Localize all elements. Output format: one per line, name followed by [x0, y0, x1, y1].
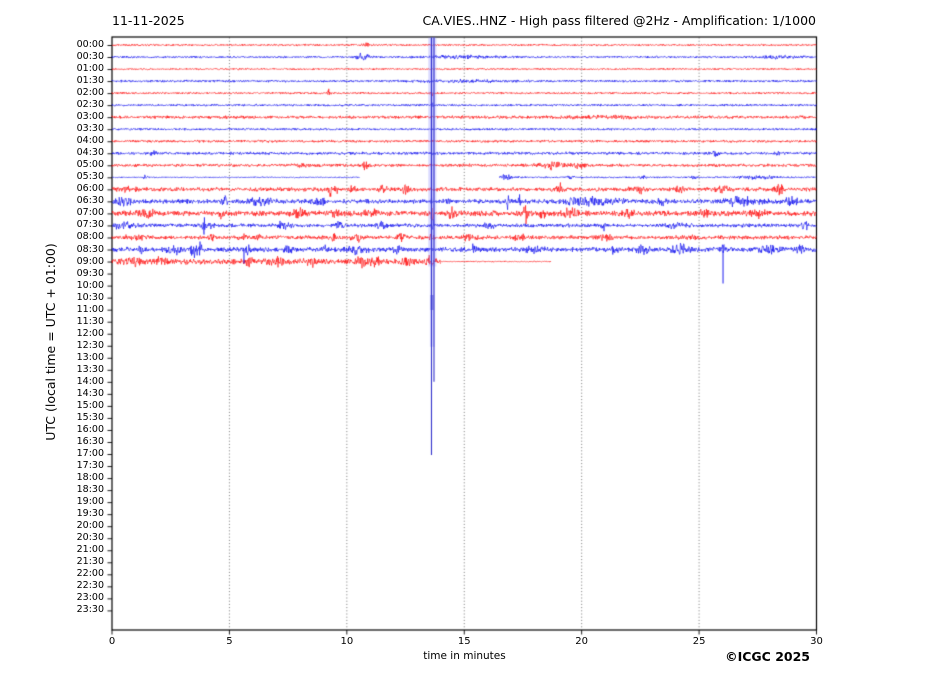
y-tick-label: 21:30 — [76, 556, 104, 568]
y-tick-label: 04:00 — [76, 135, 104, 147]
y-tick-label: 01:00 — [76, 63, 104, 75]
y-tick-label: 17:30 — [76, 460, 104, 472]
y-tick-label: 18:00 — [76, 472, 104, 484]
y-tick-label: 14:30 — [76, 387, 104, 399]
y-tick-label: 15:00 — [76, 399, 104, 411]
y-tick-label: 00:00 — [76, 39, 104, 50]
y-tick-label: 06:00 — [76, 183, 104, 195]
y-tick-label: 03:30 — [76, 123, 104, 135]
x-tick-label: 15 — [457, 636, 471, 647]
y-tick-label: 12:00 — [76, 327, 104, 339]
y-tick-label: 05:30 — [76, 171, 104, 183]
y-tick-label: 04:30 — [76, 147, 104, 159]
copyright-label: ©ICGC 2025 — [725, 649, 810, 664]
y-tick-label: 15:30 — [76, 411, 104, 423]
y-tick-label: 11:00 — [76, 303, 104, 315]
x-tick-label: 10 — [340, 636, 354, 647]
y-tick-label: 23:00 — [76, 592, 104, 604]
y-tick-label: 17:00 — [76, 448, 104, 460]
y-tick-label: 14:00 — [76, 375, 104, 387]
x-tick-label: 25 — [692, 636, 706, 647]
y-tick-label: 01:30 — [76, 75, 104, 87]
x-tick-label: 20 — [575, 636, 589, 647]
x-tick-label: 5 — [226, 636, 233, 647]
y-tick-label: 07:30 — [76, 219, 104, 231]
y-tick-label: 20:30 — [76, 532, 104, 544]
y-tick-label: 09:00 — [76, 255, 104, 267]
y-tick-label: 21:00 — [76, 544, 104, 556]
y-tick-label: 12:30 — [76, 339, 104, 351]
y-tick-label: 08:00 — [76, 231, 104, 243]
x-axis-label: time in minutes — [423, 650, 506, 662]
date-label: 11-11-2025 — [112, 13, 185, 28]
y-tick-label: 22:30 — [76, 580, 104, 592]
y-tick-label: 00:30 — [76, 51, 104, 63]
y-tick-label: 13:30 — [76, 363, 104, 375]
y-tick-label: 02:00 — [76, 87, 104, 99]
y-tick-label: 19:30 — [76, 508, 104, 520]
chart-title: CA.VIES..HNZ - High pass filtered @2Hz -… — [422, 13, 816, 28]
y-tick-label: 22:00 — [76, 568, 104, 580]
y-tick-label: 07:00 — [76, 207, 104, 219]
y-tick-label: 03:00 — [76, 111, 104, 123]
y-tick-label: 10:00 — [76, 279, 104, 291]
x-tick-label: 30 — [810, 636, 823, 647]
x-tick-label: 0 — [108, 636, 116, 647]
y-tick-label: 13:00 — [76, 351, 104, 363]
y-tick-label: 11:30 — [76, 315, 104, 327]
y-tick-label: 19:00 — [76, 496, 104, 508]
y-tick-label: 18:30 — [76, 484, 104, 496]
y-tick-label: 23:30 — [76, 604, 104, 616]
y-tick-label: 20:00 — [76, 520, 104, 532]
y-tick-label: 02:30 — [76, 99, 104, 111]
y-tick-label: 16:00 — [76, 423, 104, 435]
y-tick-label: 08:30 — [76, 243, 104, 255]
y-tick-label: 10:30 — [76, 291, 104, 303]
y-tick-label: 05:00 — [76, 159, 104, 171]
y-tick-label: 09:30 — [76, 267, 104, 279]
y-tick-label: 16:30 — [76, 435, 104, 447]
y-tick-label: 06:30 — [76, 195, 104, 207]
